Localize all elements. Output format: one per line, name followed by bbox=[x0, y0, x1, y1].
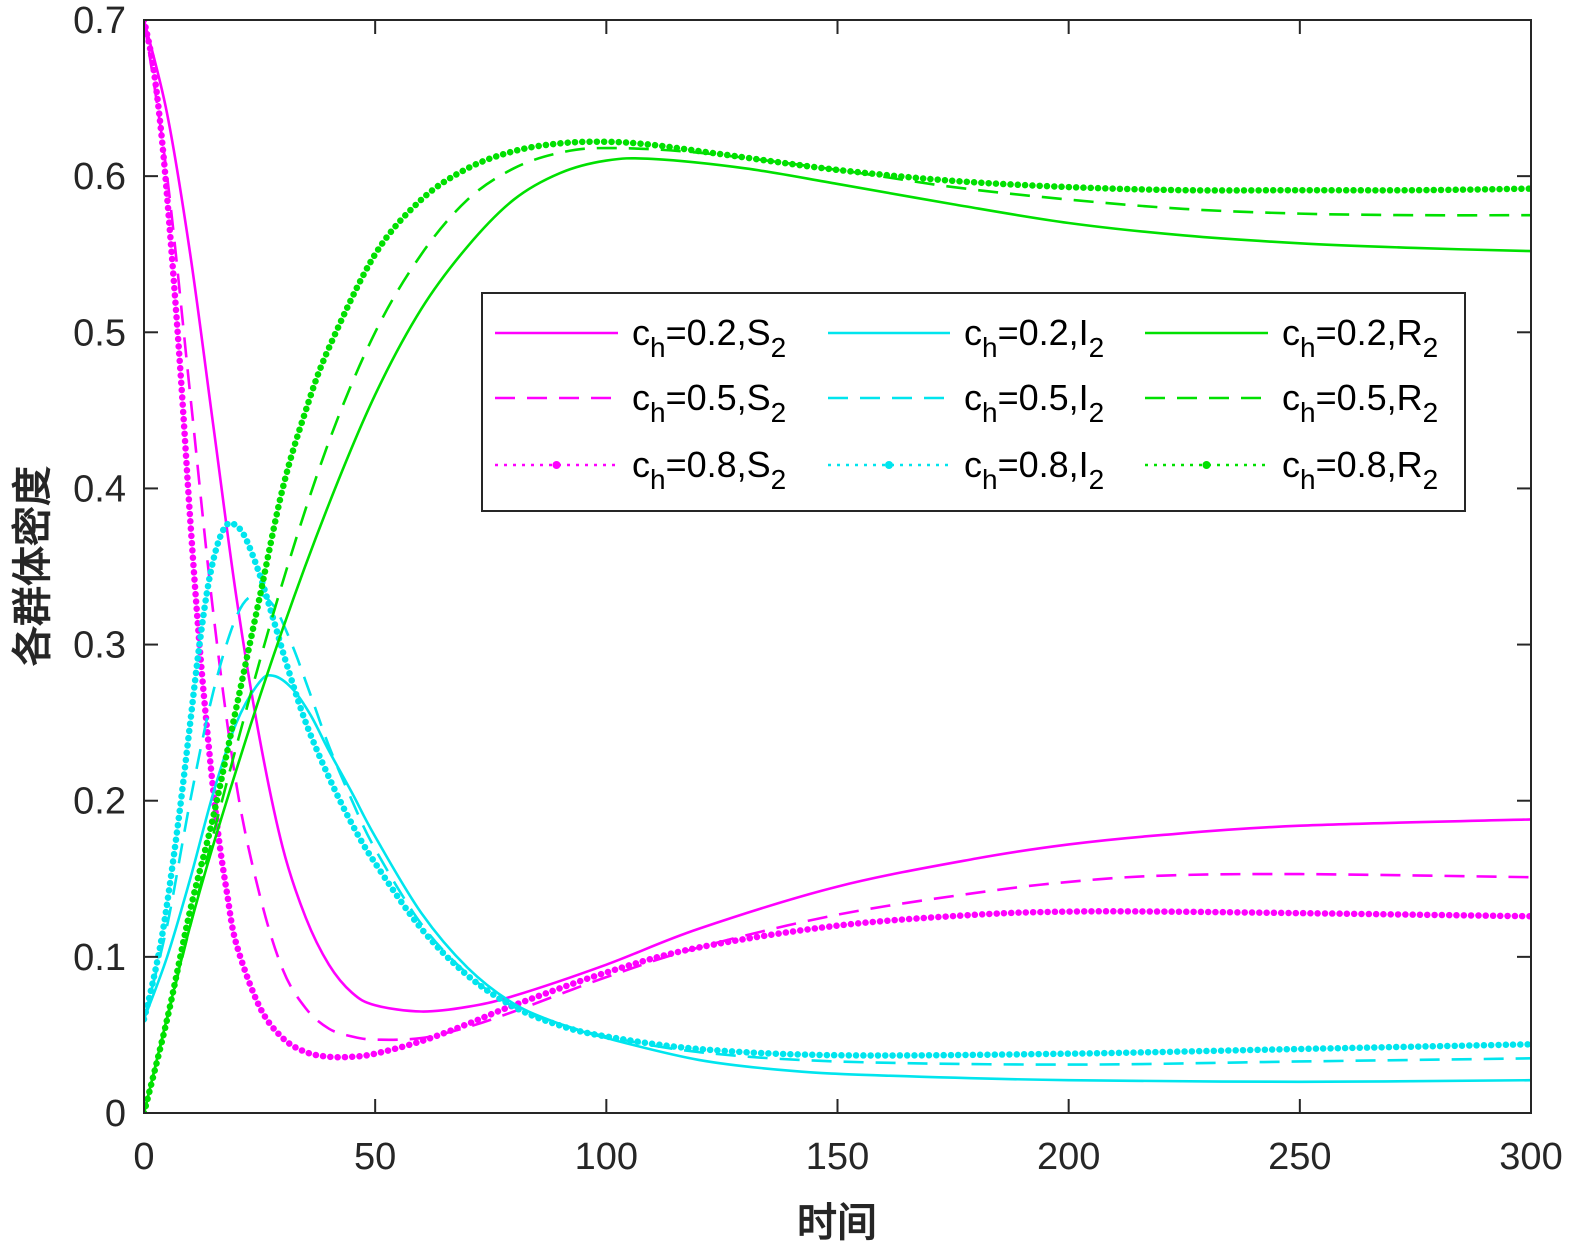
legend-marker bbox=[885, 461, 893, 469]
legend-label-ch-0-8-s2: ch=0.8,S2 bbox=[632, 444, 786, 495]
y-axis-title: 各群体密度 bbox=[9, 466, 56, 666]
series-line-ch-0-2-r2 bbox=[144, 156, 1531, 1113]
plot-area bbox=[144, 20, 1531, 1113]
series-layer bbox=[144, 20, 1531, 1113]
x-tick-label: 50 bbox=[354, 1136, 396, 1178]
series-line-ch-0-8-i2 bbox=[144, 519, 1531, 1059]
series-line-ch-0-8-r2 bbox=[144, 138, 1531, 1113]
legend-label-ch-0-2-s2: ch=0.2,S2 bbox=[632, 312, 786, 363]
y-tick-label: 0 bbox=[105, 1093, 126, 1135]
series-line-ch-0-5-i2 bbox=[144, 592, 1531, 1066]
legend-label-ch-0-5-r2: ch=0.5,R2 bbox=[1282, 377, 1438, 428]
y-tick-label: 0.2 bbox=[73, 781, 126, 823]
legend-label-ch-0-5-s2: ch=0.5,S2 bbox=[632, 377, 786, 428]
y-tick-label: 0.5 bbox=[73, 312, 126, 354]
legend-marker bbox=[552, 461, 561, 469]
x-tick-label: 0 bbox=[133, 1136, 154, 1178]
legend-label-ch-0-8-i2: ch=0.8,I2 bbox=[964, 444, 1104, 495]
x-tick-label: 300 bbox=[1499, 1136, 1562, 1178]
x-tick-label: 250 bbox=[1268, 1136, 1331, 1178]
x-tick-label: 150 bbox=[806, 1136, 869, 1178]
y-tick-label: 0.4 bbox=[73, 468, 126, 510]
y-tick-label: 0.7 bbox=[73, 0, 126, 42]
x-axis-title: 时间 bbox=[797, 1199, 877, 1246]
x-tick-label: 200 bbox=[1037, 1136, 1100, 1178]
x-tick-label: 100 bbox=[575, 1136, 638, 1178]
legend-label-ch-0-2-r2: ch=0.2,R2 bbox=[1282, 312, 1438, 363]
series-line-ch-0-5-r2 bbox=[144, 146, 1531, 1113]
legend-label-ch-0-8-r2: ch=0.8,R2 bbox=[1282, 444, 1438, 495]
y-tick-label: 0.3 bbox=[73, 625, 126, 667]
legend-label-ch-0-5-i2: ch=0.5,I2 bbox=[964, 377, 1104, 428]
y-tick-label: 0.6 bbox=[73, 156, 126, 198]
legend-marker bbox=[1202, 461, 1211, 469]
axis-ticks: 0 50 100 150 200 250 300 0 0.1 0.2 0.3 0.4 0.5 0.6 0.7 bbox=[73, 0, 1563, 1178]
legend: ch=0.2,S2 ch=0.5,S2 ch=0.8,S2 ch=0.2,I2 ch=0… bbox=[481, 292, 1466, 512]
series-line-ch-0-2-s2 bbox=[144, 20, 1531, 1013]
y-tick-label: 0.1 bbox=[73, 937, 126, 979]
series-line-ch-0-8-s2 bbox=[144, 20, 1531, 1061]
series-line-ch-0-5-s2 bbox=[144, 20, 1531, 1042]
legend-label-ch-0-2-i2: ch=0.2,I2 bbox=[964, 312, 1104, 363]
legend-box bbox=[481, 292, 1466, 512]
